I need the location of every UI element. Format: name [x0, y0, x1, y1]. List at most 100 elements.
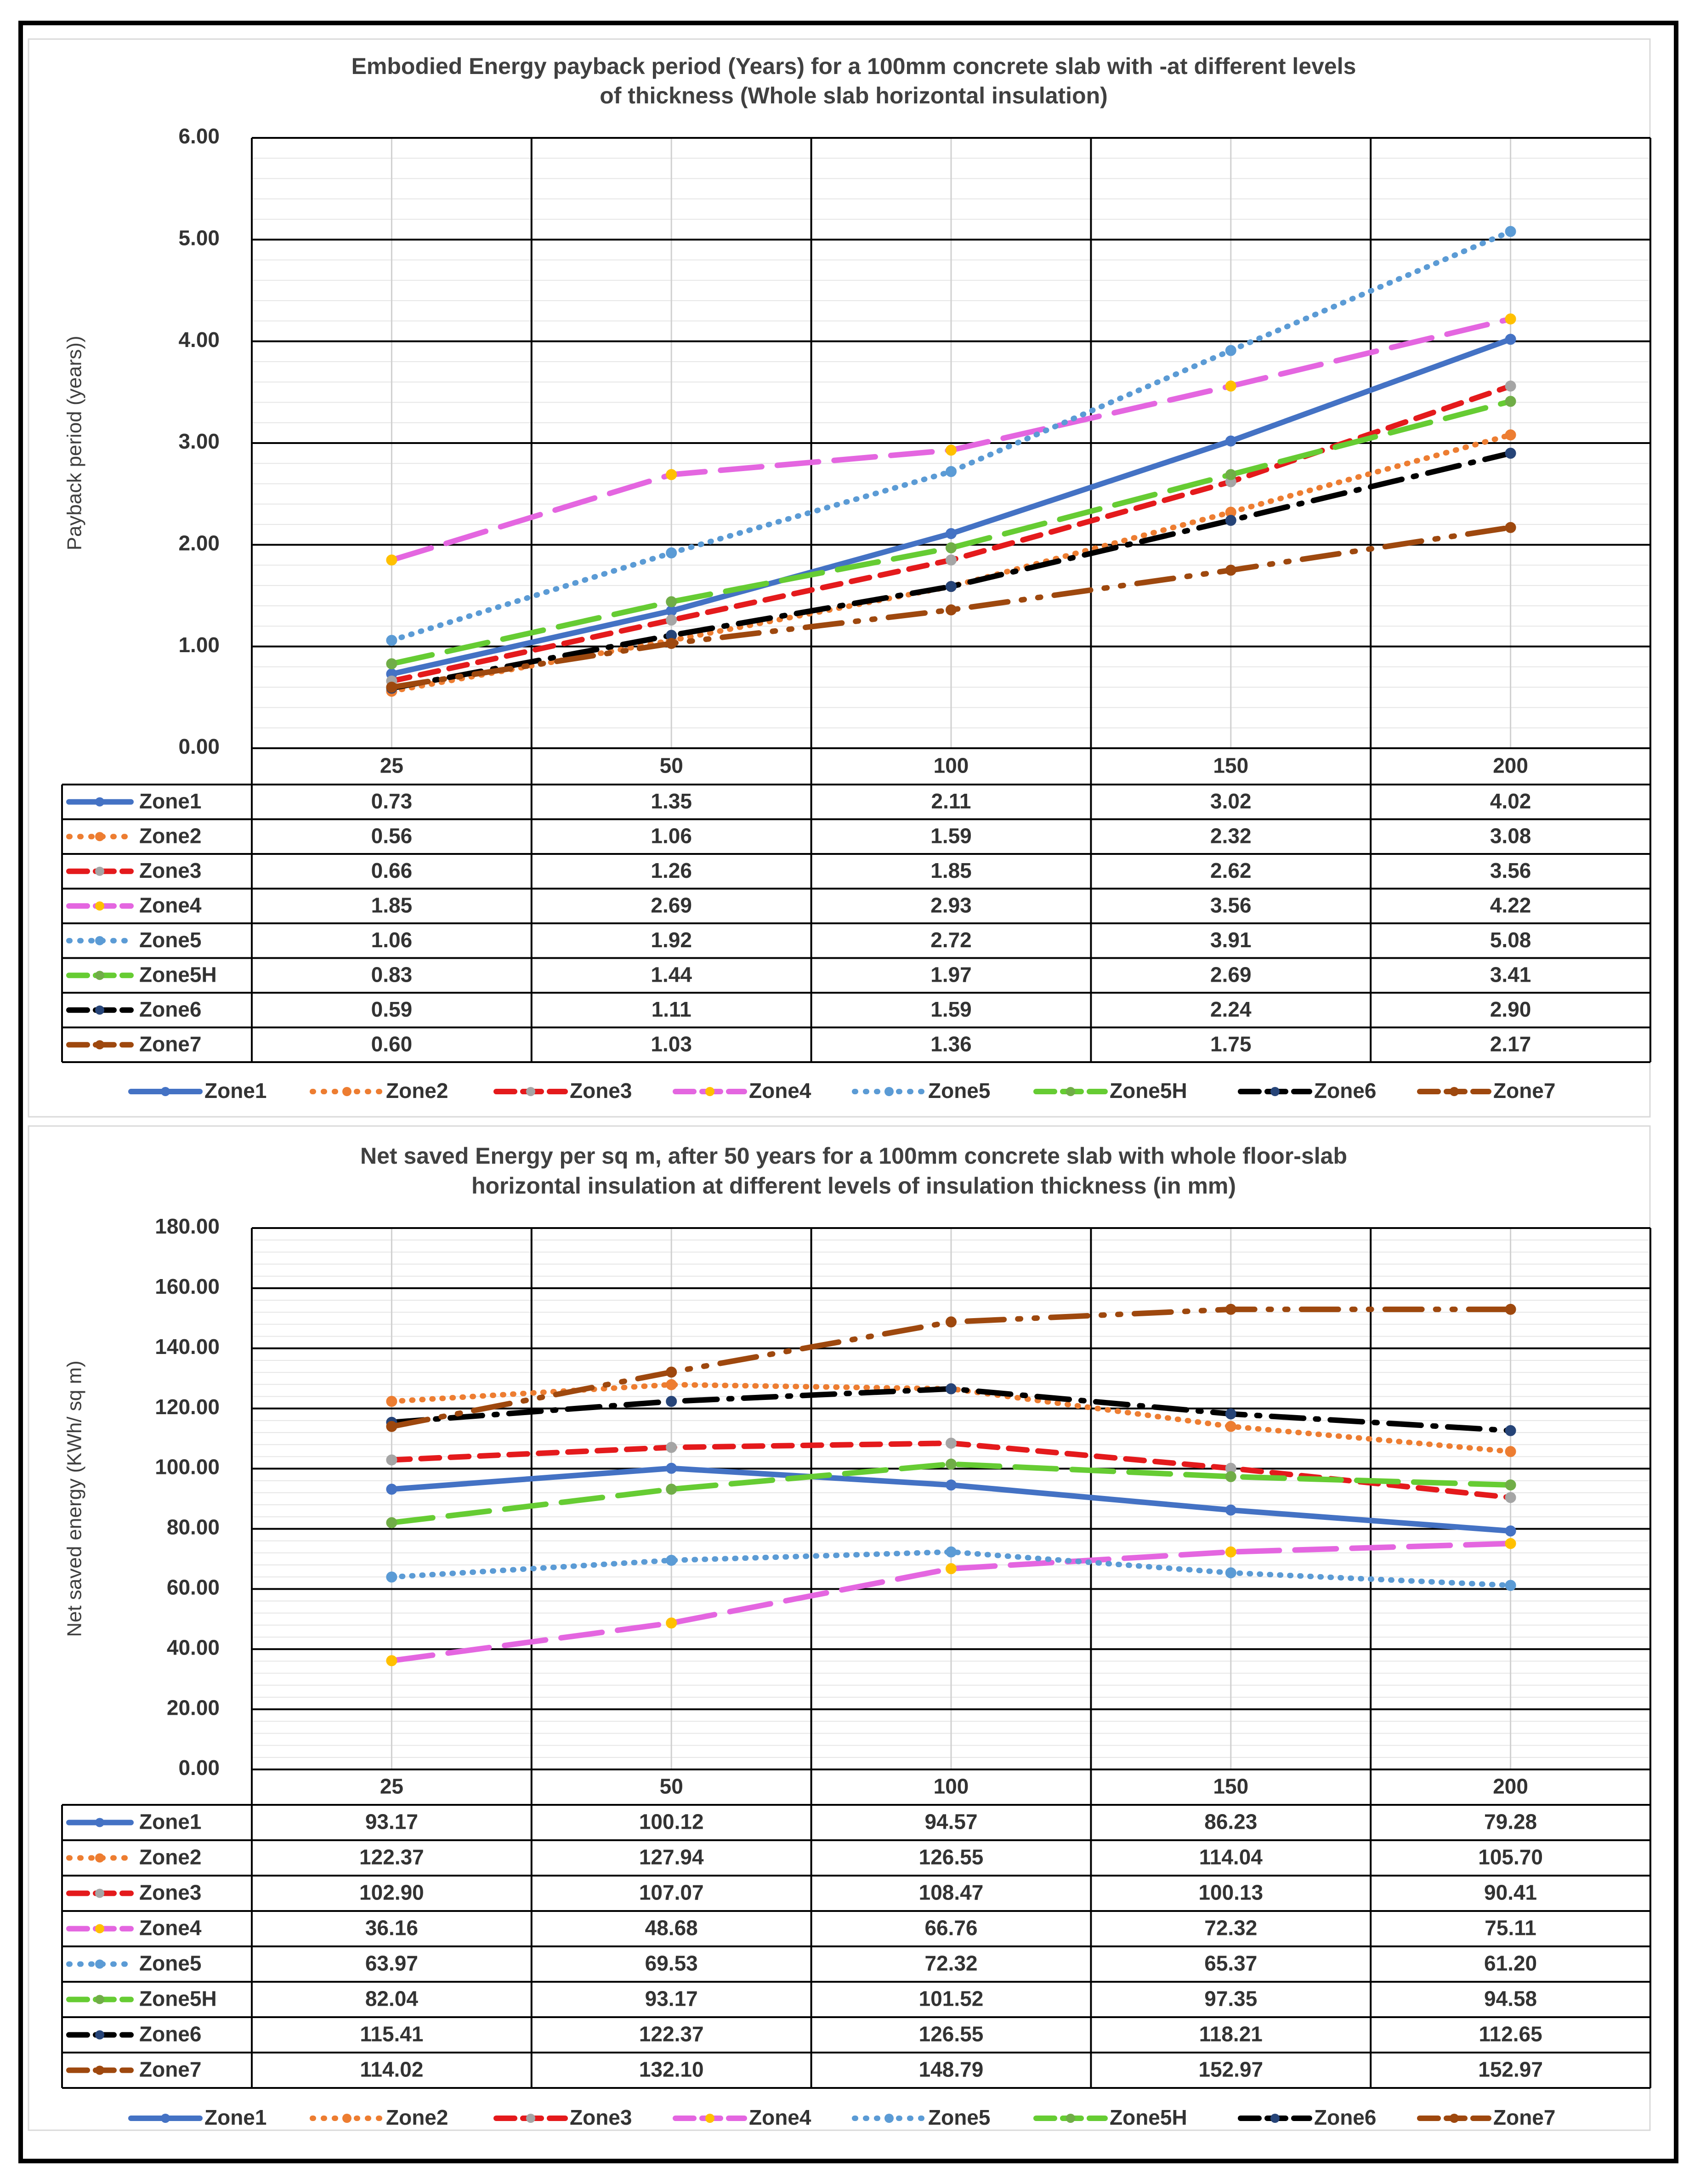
data-point-zone2 [666, 1379, 677, 1390]
legend-entry: Zone5 [928, 1079, 990, 1103]
table-value: 152.97 [1198, 2058, 1263, 2082]
data-point-zone2 [386, 1396, 397, 1407]
y-tick-label: 3.00 [178, 429, 220, 453]
data-point-zone5h [666, 1484, 677, 1495]
table-series-name: Zone2 [139, 1845, 201, 1869]
data-point-zone7 [386, 1421, 397, 1432]
data-point-zone4 [1505, 313, 1516, 324]
data-point-zone2 [1225, 1421, 1236, 1432]
table-series-name: Zone4 [139, 1916, 202, 1940]
legend-marker-zone3 [526, 2114, 535, 2123]
y-axis-label: Payback period (years)) [63, 336, 86, 550]
table-value: 2.69 [651, 893, 692, 917]
x-tick-label: 200 [1493, 754, 1528, 778]
table-series-name: Zone1 [139, 1810, 201, 1834]
y-tick-label: 80.00 [167, 1515, 220, 1539]
table-value: 79.28 [1484, 1810, 1537, 1834]
data-point-zone5 [386, 635, 397, 646]
table-value: 2.24 [1210, 997, 1252, 1021]
table-value: 69.53 [645, 1951, 698, 1975]
x-tick-label: 100 [934, 754, 969, 778]
table-value: 4.22 [1490, 893, 1531, 917]
legend-entry: Zone2 [386, 2105, 448, 2129]
data-point-zone4 [1225, 381, 1236, 392]
data-point-zone7 [386, 682, 397, 693]
table-value: 1.59 [930, 997, 972, 1021]
table-value: 82.04 [365, 1987, 419, 2011]
table-value: 115.41 [360, 2022, 423, 2046]
legend-marker-zone7 [1450, 1087, 1459, 1096]
table-value: 114.02 [360, 2058, 423, 2082]
table-value: 94.57 [924, 1810, 977, 1834]
table-legend-marker-zone2 [95, 832, 104, 842]
data-point-zone7 [666, 638, 677, 649]
data-point-zone4 [666, 469, 677, 480]
table-series-name: Zone7 [139, 2058, 201, 2082]
table-value: 122.37 [359, 1845, 424, 1869]
data-point-zone2 [1505, 1446, 1516, 1457]
legend-marker-zone5h [1066, 1087, 1075, 1096]
payback-period-chart: Embodied Energy payback period (Years) f… [28, 38, 1651, 1118]
y-tick-label: 180.00 [155, 1214, 220, 1238]
legend-entry: Zone2 [386, 1079, 448, 1103]
table-value: 1.44 [651, 962, 692, 986]
table-legend-marker-zone6 [95, 2030, 104, 2040]
data-point-zone5h [1225, 1471, 1236, 1482]
legend-entry: Zone7 [1493, 2105, 1555, 2129]
x-tick-label: 50 [660, 754, 683, 778]
legend-marker-zone4 [705, 2114, 714, 2123]
table-series-name: Zone4 [139, 893, 202, 917]
chart-title-line: horizontal insulation at different level… [471, 1173, 1236, 1199]
table-value: 2.90 [1490, 997, 1531, 1021]
table-legend-marker-zone5h [95, 971, 104, 980]
table-legend-marker-zone7 [95, 2065, 104, 2075]
table-value: 90.41 [1484, 1881, 1537, 1905]
legend-marker-zone5 [884, 2114, 894, 2123]
data-point-zone5 [1225, 1567, 1236, 1579]
table-value: 3.02 [1210, 789, 1252, 813]
data-point-zone6 [1225, 515, 1236, 526]
series-line-zone6 [389, 450, 1513, 691]
legend-marker-zone5 [884, 1087, 894, 1096]
data-point-zone4 [1225, 1546, 1236, 1558]
legend-marker-zone2 [342, 2114, 351, 2123]
table-value: 5.08 [1490, 928, 1531, 952]
net-saved-energy-chart: Net saved Energy per sq m, after 50 year… [28, 1125, 1651, 2131]
legend-marker-zone3 [526, 1087, 535, 1096]
table-value: 100.12 [639, 1810, 704, 1834]
table-value: 105.70 [1478, 1845, 1543, 1869]
table-legend-marker-zone2 [95, 1853, 104, 1863]
data-point-zone7 [1225, 1303, 1236, 1315]
data-point-zone5 [666, 547, 677, 559]
table-value: 1.06 [651, 824, 692, 847]
table-value: 1.92 [651, 928, 692, 952]
table-value: 94.58 [1484, 1987, 1537, 2011]
x-tick-label: 150 [1213, 754, 1248, 778]
data-point-zone3 [666, 614, 677, 626]
data-point-zone5h [1505, 1479, 1516, 1491]
data-point-zone1 [666, 1462, 677, 1474]
data-point-zone7 [1225, 564, 1236, 576]
table-value: 107.07 [639, 1881, 704, 1905]
table-value: 2.93 [930, 893, 972, 917]
data-point-zone7 [1505, 522, 1516, 533]
table-series-name: Zone6 [139, 2022, 201, 2046]
figure-border [18, 21, 1678, 2163]
table-legend-marker-zone7 [95, 1040, 104, 1050]
y-tick-label: 120.00 [155, 1395, 220, 1419]
data-point-zone3 [386, 1454, 397, 1466]
data-point-zone3 [1505, 381, 1516, 392]
x-tick-label: 200 [1493, 1774, 1528, 1798]
data-point-zone3 [666, 1442, 677, 1453]
table-value: 126.55 [919, 1845, 984, 1869]
chart-title-line: Net saved Energy per sq m, after 50 year… [360, 1143, 1347, 1169]
table-value: 1.11 [652, 997, 691, 1021]
table-value: 1.75 [1210, 1032, 1252, 1056]
table-value: 0.56 [371, 824, 413, 847]
data-point-zone7 [666, 1366, 677, 1378]
table-value: 93.17 [365, 1810, 418, 1834]
data-point-zone6 [1505, 1425, 1516, 1436]
y-tick-label: 60.00 [167, 1575, 220, 1599]
data-point-zone5 [1225, 345, 1236, 356]
